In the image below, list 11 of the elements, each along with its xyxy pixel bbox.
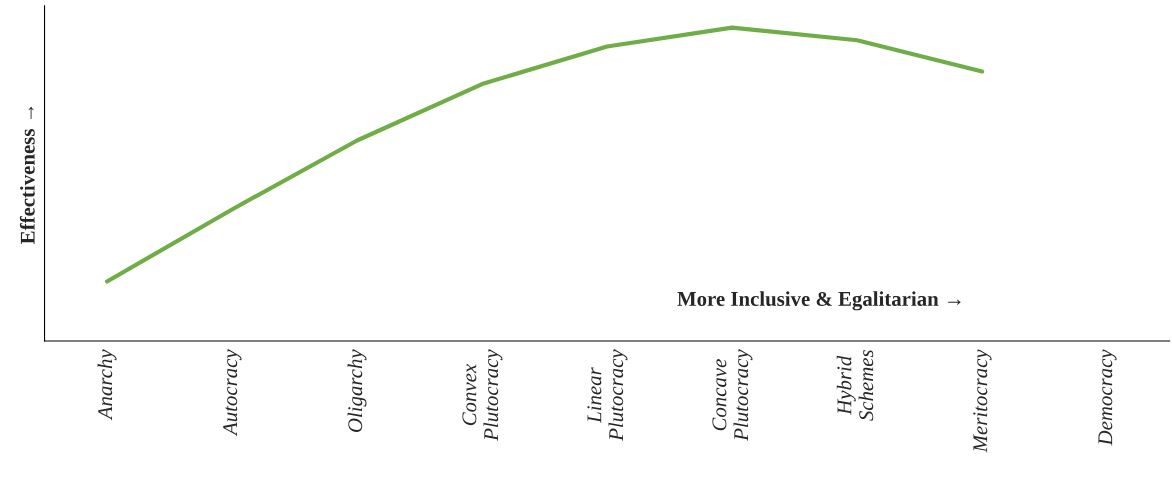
x-tick-label: Autocracy (223, 349, 242, 437)
x-tick-label: Oligarchy (347, 349, 367, 433)
x-tick-label: Meritocracy (973, 349, 992, 453)
y-axis-title: Effectiveness → (19, 106, 35, 244)
x-tick-label: Anarchy (97, 349, 117, 421)
x-tick-label: Democracy (1098, 349, 1117, 446)
x-tick-label: Linear Plutocracy (587, 349, 628, 441)
x-tick-label: Hybrid Schemes (836, 350, 874, 421)
x-tick-label: Concave Plutocracy (712, 349, 753, 441)
annotation: More Inclusive & Egalitarian → (677, 291, 961, 311)
x-tick-label: Convex Plutocracy (462, 349, 503, 441)
